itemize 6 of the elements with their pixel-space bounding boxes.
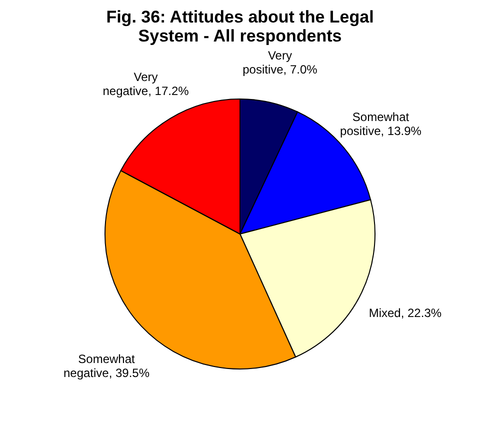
slice-label: Somewhat positive, 13.9% (340, 110, 422, 138)
slice-label: Very positive, 7.0% (242, 48, 318, 76)
slice-label: Very negative, 17.2% (102, 70, 190, 98)
slice-label: Mixed, 22.3% (368, 306, 442, 320)
chart-title: Fig. 36: Attitudes about the Legal System - All respondents (106, 7, 374, 46)
slice-label: Somewhat negative, 39.5% (63, 352, 150, 380)
